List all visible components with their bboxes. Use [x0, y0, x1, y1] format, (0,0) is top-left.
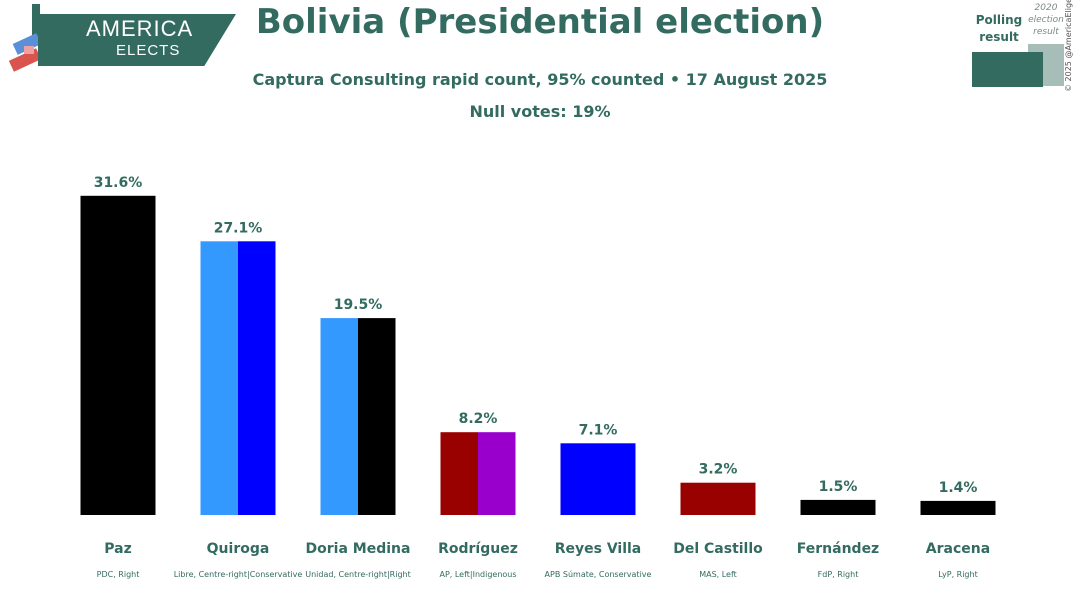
- candidate-name: Aracena: [926, 541, 990, 557]
- legend-polling-label: Polling result: [975, 13, 1023, 44]
- bar-secondary: [478, 432, 516, 515]
- bar-main: [800, 499, 876, 515]
- chart-subtitle: Captura Consulting rapid count, 95% coun…: [252, 70, 828, 89]
- logo-text-america: AMERICA: [86, 16, 194, 41]
- bar-main: [560, 443, 636, 515]
- logo-text-elects: ELECTS: [116, 42, 181, 59]
- candidate-name: Rodríguez: [438, 541, 518, 557]
- bar-main: [80, 195, 156, 516]
- candidate-party: AP, Left|Indigenous: [439, 570, 516, 579]
- value-label: 7.1%: [579, 422, 618, 438]
- candidate-party: MAS, Left: [699, 570, 737, 579]
- america-elects-logo: AMERICA ELECTS: [0, 0, 240, 80]
- bar-main: [200, 241, 238, 516]
- value-label: 27.1%: [214, 220, 263, 236]
- bar-main: [680, 482, 756, 515]
- candidate-party: FdP, Right: [818, 570, 859, 579]
- candidate-name: Del Castillo: [673, 541, 763, 557]
- bar-secondary: [358, 318, 396, 515]
- candidate-party: PDC, Right: [97, 570, 140, 579]
- candidate-party: LyP, Right: [938, 570, 977, 579]
- chart-title: Bolivia (Presidential election): [255, 2, 825, 42]
- legend-previous-label: 2020 election result: [1028, 3, 1064, 37]
- value-label: 31.6%: [94, 175, 143, 191]
- bar-main: [440, 432, 478, 515]
- bar-secondary: [238, 241, 276, 516]
- candidate-name: Quiroga: [207, 541, 270, 557]
- value-label: 1.4%: [939, 480, 978, 496]
- legend-polling-swatch: [972, 52, 1043, 87]
- candidate-name: Doria Medina: [306, 541, 411, 557]
- null-votes-note: Null votes: 19%: [469, 102, 611, 121]
- value-label: 1.5%: [819, 479, 858, 495]
- bar-main: [920, 500, 996, 515]
- candidate-party: Libre, Centre-right|Conservative: [174, 570, 303, 579]
- candidate-name: Reyes Villa: [555, 541, 642, 557]
- bar-main: [320, 318, 358, 515]
- value-label: 3.2%: [699, 462, 738, 478]
- logo-band: [38, 14, 236, 66]
- candidate-name: Fernández: [797, 541, 879, 557]
- candidate-name: Paz: [104, 541, 131, 557]
- candidate-party: APB Súmate, Conservative: [545, 570, 652, 579]
- value-label: 8.2%: [459, 411, 498, 427]
- candidate-party: Unidad, Centre-right|Right: [305, 570, 411, 579]
- value-label: 19.5%: [334, 297, 383, 313]
- legend: Polling result 2020 election result: [966, 0, 1088, 100]
